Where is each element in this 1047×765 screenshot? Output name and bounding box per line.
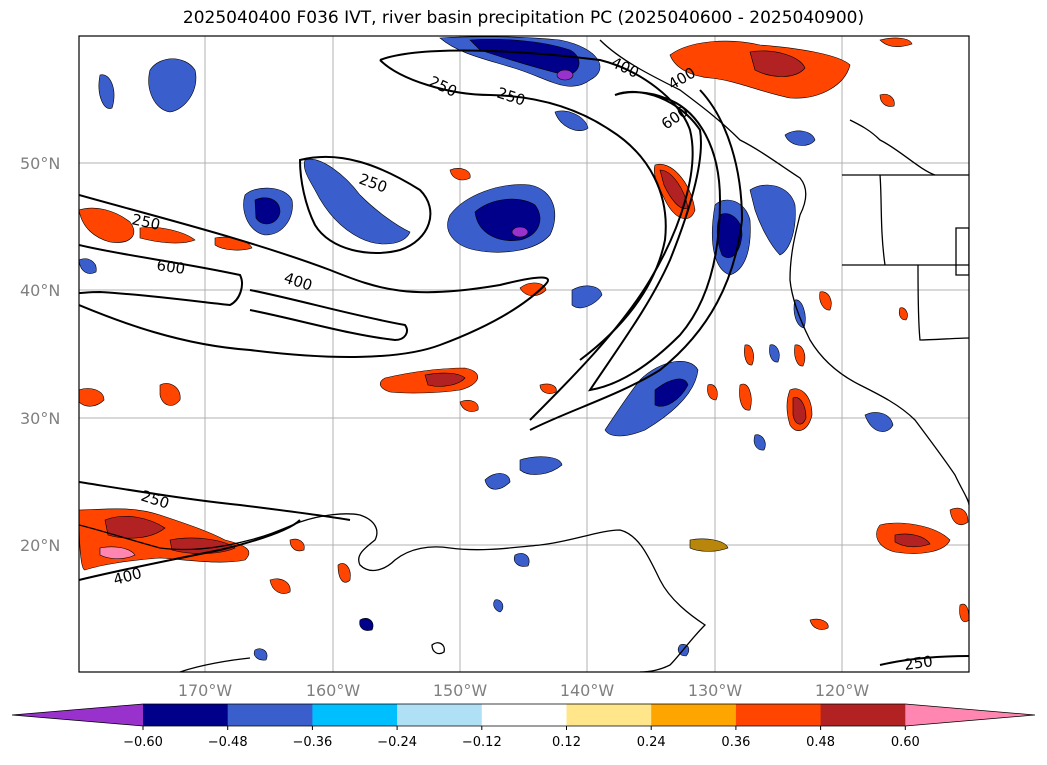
- colorbar-segment: [312, 704, 398, 726]
- lon-label: 140°W: [560, 681, 615, 700]
- contour-label: 600: [155, 256, 186, 278]
- colorbar-segment: [566, 704, 652, 726]
- longitude-labels: 170°W 160°W 150°W 140°W 130°W 120°W: [178, 681, 870, 700]
- colorbar-tick-label: 0.12: [552, 735, 581, 750]
- lon-label: 130°W: [688, 681, 743, 700]
- colorbar-tick-label: 0.24: [637, 735, 666, 750]
- map-background: [79, 36, 969, 672]
- colorbar-segment: [820, 704, 906, 726]
- colorbar-segment: [651, 704, 737, 726]
- colorbar-segment: [143, 704, 229, 726]
- colorbar-segment: [227, 704, 313, 726]
- colorbar-tick-label: −0.12: [462, 735, 502, 750]
- coastlines: [79, 39, 969, 672]
- colorbar-segment: [735, 704, 822, 726]
- colorbar-tick-label: −0.60: [123, 735, 163, 750]
- positive-pc-regions: [79, 37, 969, 630]
- lat-label: 50°N: [20, 154, 60, 173]
- colorbar-segment: [481, 704, 567, 726]
- lon-label: 120°W: [815, 681, 870, 700]
- lon-label: 170°W: [178, 681, 233, 700]
- map-title: 2025040400 F036 IVT, river basin precipi…: [182, 8, 865, 28]
- colorbar-tick-label: 0.36: [721, 735, 750, 750]
- colorbar-tick-label: 0.48: [806, 735, 835, 750]
- ivt-contours: [79, 49, 969, 666]
- lat-label: 30°N: [20, 409, 60, 428]
- colorbar-tick-label: −0.36: [292, 735, 332, 750]
- colorbar-tick-label: −0.24: [377, 735, 417, 750]
- colorbar-tick-label: −0.48: [208, 735, 248, 750]
- latitude-labels: 50°N 40°N 30°N 20°N: [20, 154, 60, 555]
- map-frame: [78, 35, 970, 673]
- colorbar-extend-max: [905, 704, 1035, 726]
- negative-pc-regions: [79, 36, 894, 661]
- contour-label: 250: [130, 210, 162, 234]
- contour-label: 250: [903, 652, 934, 674]
- lat-label: 20°N: [20, 536, 60, 555]
- colorbar-extend-min: [12, 704, 143, 726]
- colorbar-tick-label: 0.60: [891, 735, 920, 750]
- lat-label: 40°N: [20, 281, 60, 300]
- lon-label: 150°W: [433, 681, 488, 700]
- colorbar: −0.60 −0.48 −0.36 −0.24 −0.12 0.12 0.24 0.36 0.4…: [11, 703, 1036, 750]
- lon-label: 160°W: [306, 681, 361, 700]
- colorbar-segment: [397, 704, 483, 726]
